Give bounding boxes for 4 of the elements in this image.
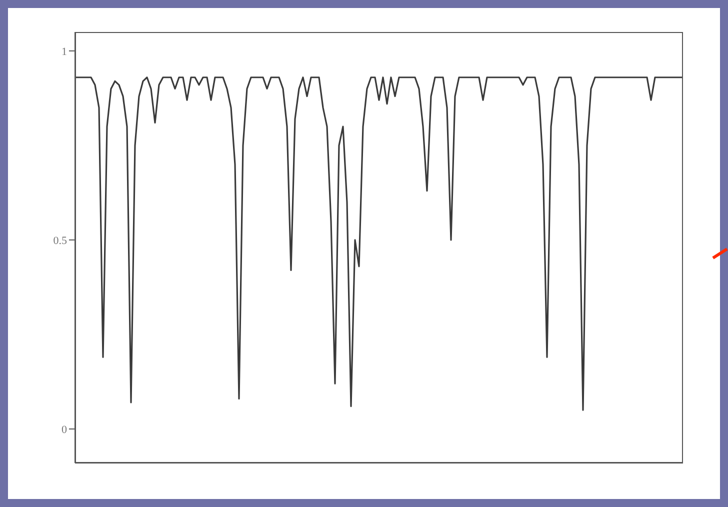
y-tick-label: 0.5 bbox=[53, 234, 68, 247]
y-tick-label: 1 bbox=[62, 46, 67, 58]
y-tick-label: 0 bbox=[62, 424, 68, 436]
line-series bbox=[74, 76, 684, 411]
